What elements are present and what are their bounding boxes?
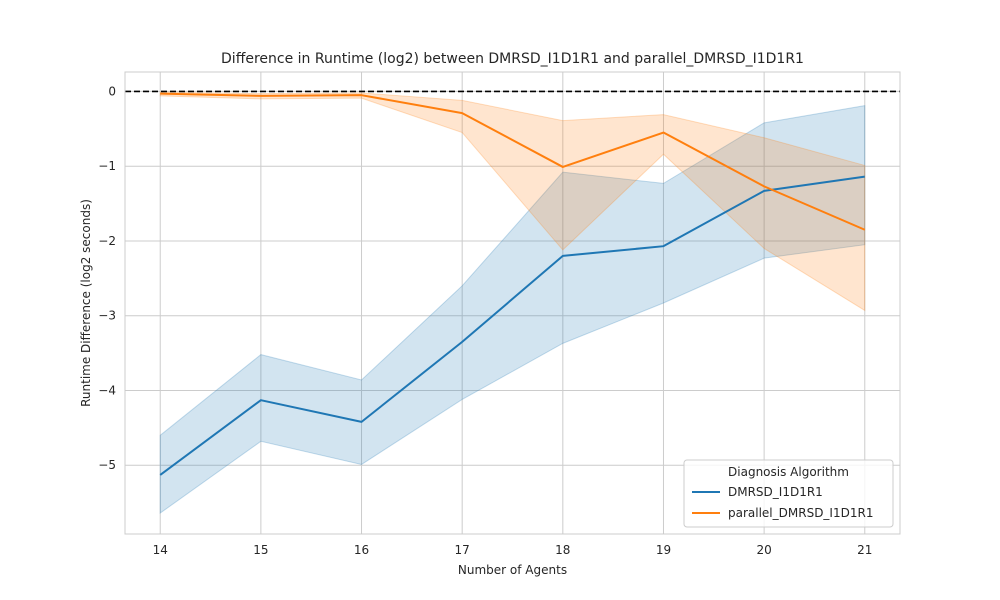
y-tick-label: −5 [98, 458, 116, 472]
x-tick-label: 19 [656, 543, 671, 557]
confidence-band [159, 105, 866, 515]
y-tick-label: −3 [98, 309, 116, 323]
series-line [159, 175, 865, 476]
x-tick-label: 18 [555, 543, 570, 557]
axes-frame [124, 71, 901, 535]
legend: Diagnosis Algorithm DMRSD_I1D1R1 parallel… [683, 459, 894, 528]
y-tick-label: −4 [98, 383, 116, 397]
x-tick-label: 21 [857, 543, 872, 557]
legend-box [683, 459, 894, 528]
series-lines [159, 92, 866, 476]
y-tick-label: −1 [98, 159, 116, 173]
x-tick-label: 17 [455, 543, 470, 557]
legend-entry: DMRSD_I1D1R1 [728, 485, 823, 499]
legend-title: Diagnosis Algorithm [728, 465, 849, 479]
series-line [160, 92, 866, 231]
tick-labels: 14 15 16 17 18 19 20 21 0 −1 −2 −3 −4 −5 [98, 84, 872, 557]
x-tick-label: 14 [153, 543, 168, 557]
x-tick-label: 16 [354, 543, 369, 557]
y-tick-label: 0 [108, 84, 116, 98]
y-tick-label: −2 [98, 234, 116, 248]
legend-entry: parallel_DMRSD_I1D1R1 [728, 506, 873, 520]
x-axis-label: Number of Agents [458, 563, 567, 577]
y-axis-label: Runtime Difference (log2 seconds) [79, 199, 93, 407]
chart-title: Difference in Runtime (log2) between DMR… [221, 51, 804, 67]
x-tick-label: 20 [756, 543, 771, 557]
x-tick-label: 15 [253, 543, 268, 557]
